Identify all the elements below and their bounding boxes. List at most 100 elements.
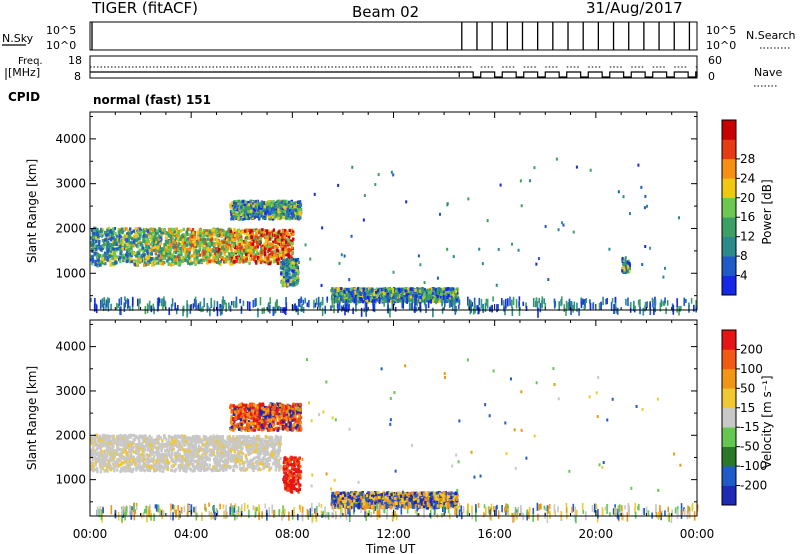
echo-cell [170,258,174,262]
echo-cell [350,296,353,303]
echo-cell [126,257,129,261]
echo-cell [406,287,410,291]
echo-cell [169,227,173,231]
echo-cell [261,228,264,232]
echo-cell [90,241,93,245]
echo-cell [137,250,140,254]
echo-cell [261,244,264,248]
echo-cell [425,289,428,293]
echo-cell [244,211,248,215]
echo-cell [541,296,544,306]
echo-cell [154,240,158,244]
echo-cell [216,241,220,245]
echo-cell [659,302,662,312]
echo-cell [216,255,220,259]
echo-cell [130,249,134,253]
echo-cell [443,298,446,308]
echo-cell [470,300,472,305]
echo-cell [136,256,140,260]
echo-cell [106,251,109,256]
echo-cell [411,299,414,303]
echo-cell [627,259,630,263]
echo-cell [438,212,441,216]
echo-cell [273,207,276,211]
echo-cell [189,262,192,266]
echo-cell [439,298,443,302]
echo-cell [572,230,575,234]
echo-cell [429,290,433,294]
echo-cell [108,298,111,303]
echo-cell [119,228,122,232]
echo-cell [378,297,381,305]
echo-cell [309,257,312,261]
echo-cell [118,298,121,307]
echo-cell [180,242,183,246]
echo-cell [272,209,276,213]
echo-cell [320,283,323,287]
echo-cell [402,299,405,309]
echo-cell [140,254,144,258]
echo-cell [263,258,267,262]
echo-cell [135,231,138,235]
echo-cell [148,232,152,236]
echo-cell [153,228,157,232]
echo-cell [155,236,158,241]
echo-cell [229,204,232,208]
echo-cell [202,233,206,237]
echo-cell [93,248,96,252]
echo-cell [447,293,450,298]
echo-cell [294,208,298,212]
echo-cell [110,255,114,259]
echo-cell [154,231,158,235]
echo-cell [203,246,207,251]
echo-cell [447,290,450,294]
echo-cell [134,235,138,239]
echo-cell [422,293,426,297]
echo-cell [293,273,296,277]
echo-cell [143,260,146,264]
echo-cell [279,233,283,237]
nsearch-bars [91,22,691,50]
echo-cell [195,251,199,256]
cpid-value: normal (fast) 151 [93,93,211,107]
echo-cell [265,261,268,265]
echo-cell [261,307,264,315]
echo-cell [169,244,172,248]
echo-cell [624,259,627,264]
echo-cell [589,302,592,311]
echo-cell [294,261,297,265]
echo-cell [243,216,247,220]
freq-tick-low: 8 [74,70,81,83]
echo-cell [247,242,251,247]
echo-cell [525,302,527,309]
echo-cell [623,268,626,272]
echo-cell [575,165,578,169]
echo-cell [129,236,132,240]
echo-cell [98,263,101,267]
echo-cell [165,248,168,252]
echo-cell [138,227,142,231]
echo-cell [423,295,426,299]
power-ylabel: Slant Range [km] [25,159,39,263]
echo-cell [537,307,539,318]
echo-cell [406,297,408,305]
echo-cell [231,262,235,266]
echo-cell [417,296,420,304]
echo-cell [117,257,121,262]
echo-cell [265,201,268,205]
echo-cell [197,244,200,248]
echo-cell [211,250,214,254]
echo-cell [423,299,426,305]
echo-cell [446,298,449,302]
echo-cell [584,300,587,309]
echo-cell [182,306,184,317]
echo-cell [412,288,416,292]
echo-cell [255,298,258,307]
echo-cell [133,234,136,239]
echo-cell [423,287,427,292]
echo-cell [349,292,353,296]
echo-cell [149,234,152,238]
echo-cell [481,262,484,266]
echo-cell [133,252,137,256]
echo-cell [555,157,558,161]
